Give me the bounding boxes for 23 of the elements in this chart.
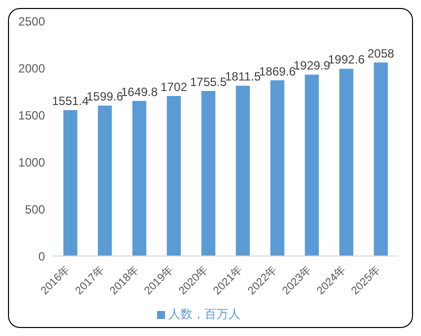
y-tick-label: 1500	[18, 108, 46, 122]
bar	[339, 68, 354, 256]
bar	[236, 86, 250, 256]
bar	[270, 80, 284, 256]
bar	[374, 62, 388, 256]
y-tick-label: 1000	[18, 155, 46, 170]
data-label: 1755.5	[190, 74, 228, 89]
y-tick-label: 2000	[18, 61, 46, 76]
bar	[63, 110, 78, 256]
bar	[201, 90, 216, 256]
y-tick-label: 0	[38, 249, 46, 264]
bar	[304, 74, 319, 256]
data-label: 2058	[368, 46, 395, 61]
data-label: 1869.6	[259, 64, 296, 78]
legend-label: 人数，百万人	[168, 307, 240, 321]
data-label: 1551.4	[52, 94, 90, 108]
data-label: 1992.6	[328, 52, 366, 67]
data-label: 1702	[160, 80, 188, 94]
bar	[166, 96, 181, 256]
y-tick-label: 2500	[18, 14, 46, 28]
bar	[132, 100, 146, 256]
bar	[98, 106, 112, 256]
y-tick-label: 500	[24, 202, 46, 216]
